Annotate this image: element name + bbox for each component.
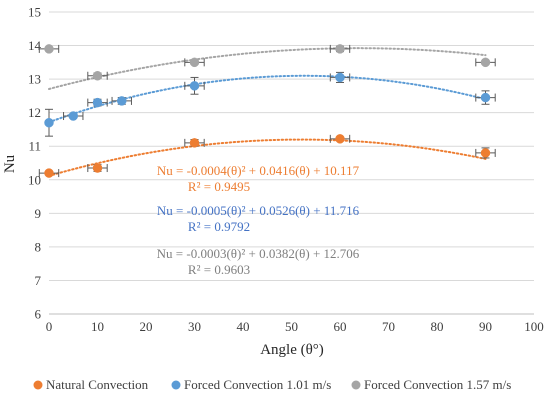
legend-marker-forced-157: [351, 380, 361, 390]
data-point-forced-101: [117, 96, 127, 106]
legend-item-forced-157: Forced Convection 1.57 m/s: [351, 377, 511, 392]
errorbar-layer: [38, 44, 496, 178]
data-point-natural: [44, 168, 54, 178]
trendline-forced-157: [48, 47, 487, 90]
data-point-forced-157: [335, 44, 345, 54]
y-tick-label: 10: [28, 172, 41, 187]
data-point-forced-157: [92, 71, 103, 81]
data-point-natural: [335, 134, 345, 144]
trendline-layer: [48, 47, 487, 177]
x-tick-label: 80: [431, 319, 444, 334]
y-tick-label: 7: [35, 273, 42, 288]
data-point-forced-101: [480, 92, 491, 103]
point-layer: [44, 44, 491, 178]
grid-layer: [49, 11, 534, 315]
x-axis-title: Angle (θ°): [260, 342, 324, 358]
forced157-trend-r2: R² = 0.9603: [188, 262, 250, 277]
x-tick-label: 50: [285, 319, 298, 334]
legend-label-forced-157: Forced Convection 1.57 m/s: [364, 377, 511, 392]
forced101-trend-equation: Nu = -0.0005(θ)² + 0.0526(θ) + 11.716: [157, 203, 360, 218]
y-tick-label: 13: [28, 72, 41, 87]
x-tick-label: 60: [334, 319, 347, 334]
x-tick-label: 40: [237, 319, 250, 334]
x-tick-label: 90: [479, 319, 492, 334]
data-point-forced-101: [92, 97, 103, 108]
axis-layer: 6 7 8 9 10 11 12 13 14 15 0 10 20 30 40 50 60 70 80 90 100: [28, 5, 544, 335]
x-tick-label: 20: [140, 319, 153, 334]
data-point-natural: [189, 138, 200, 148]
legend: Natural Convection Forced Convection 1.0…: [33, 377, 511, 392]
data-point-forced-157: [189, 57, 200, 68]
trendline-natural: [48, 138, 487, 177]
legend-marker-forced-101: [171, 380, 181, 390]
y-tick-label: 14: [28, 38, 42, 53]
y-tick-label: 12: [28, 105, 41, 120]
x-tick-label: 70: [382, 319, 395, 334]
y-tick-label: 6: [35, 307, 42, 322]
data-point-forced-101: [44, 117, 54, 128]
legend-label-natural: Natural Convection: [46, 377, 149, 392]
y-tick-label: 8: [35, 239, 42, 254]
legend-label-forced-101: Forced Convection 1.01 m/s: [184, 377, 331, 392]
data-point-forced-101: [189, 81, 200, 91]
data-point-forced-157: [480, 57, 491, 68]
legend-item-natural: Natural Convection: [33, 377, 149, 392]
data-point-forced-101: [335, 72, 345, 83]
legend-item-forced-101: Forced Convection 1.01 m/s: [171, 377, 331, 392]
x-tick-label: 30: [188, 319, 201, 334]
forced101-trend-r2: R² = 0.9792: [188, 219, 250, 234]
forced157-trend-equation: Nu = -0.0003(θ)² + 0.0382(θ) + 12.706: [157, 246, 360, 261]
y-tick-label: 11: [28, 139, 41, 154]
trendline-forced-101: [48, 74, 487, 124]
y-tick-label: 15: [28, 5, 41, 20]
data-point-natural: [92, 163, 103, 173]
natural-trend-equation: Nu = -0.0004(θ)² + 0.0416(θ) + 10.117: [157, 163, 360, 178]
data-point-forced-101: [68, 111, 78, 121]
data-point-forced-157: [44, 44, 54, 54]
y-tick-label: 9: [35, 206, 42, 221]
legend-marker-natural: [33, 380, 43, 390]
data-point-natural: [480, 148, 491, 158]
natural-trend-r2: R² = 0.9495: [188, 179, 250, 194]
x-tick-label: 0: [46, 319, 53, 334]
y-axis-title: Nu: [2, 154, 18, 173]
x-tick-label: 10: [91, 319, 104, 334]
x-tick-label: 100: [524, 319, 544, 334]
